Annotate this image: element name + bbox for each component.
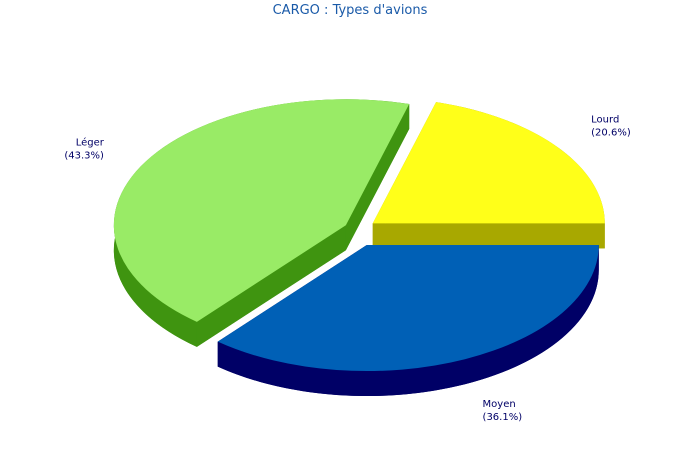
slice (217, 245, 599, 372)
chart-title: CARGO : Types d'avions (273, 3, 428, 18)
slice-group (217, 245, 599, 397)
slice-label: Moyen (483, 399, 516, 410)
slice-group (113, 99, 410, 347)
slice-value-label: (43.3%) (64, 151, 104, 162)
slice-group (372, 102, 605, 249)
slice-side (217, 245, 599, 397)
slice (113, 99, 410, 322)
slice-side (345, 104, 410, 251)
slice-side (196, 225, 346, 347)
slice (372, 102, 605, 224)
slice-label: Lourd (591, 114, 619, 125)
slice-side (372, 223, 605, 249)
slice-label: Léger (76, 137, 105, 149)
slice-value-label: (20.6%) (591, 127, 631, 138)
slice-value-label: (36.1%) (483, 412, 523, 423)
